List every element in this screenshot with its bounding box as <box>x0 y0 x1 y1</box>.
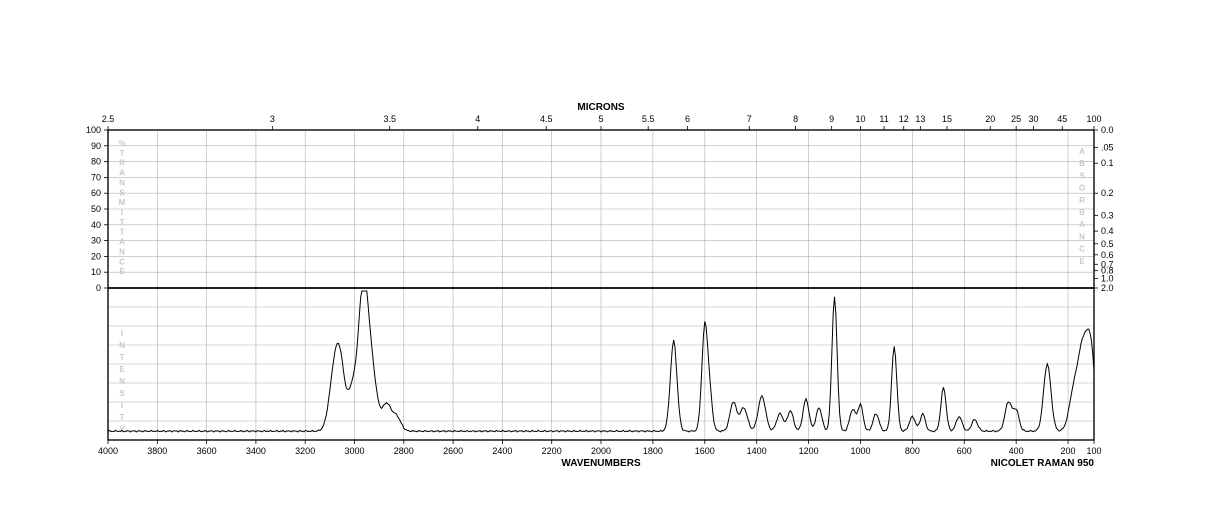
absorbance-tick-label: 0.3 <box>1101 210 1114 220</box>
absorbance-axis-label: C <box>1079 245 1085 254</box>
micron-tick-label: 11 <box>879 114 888 124</box>
intensity-axis-label: T <box>120 353 125 362</box>
micron-tick-label: 8 <box>793 114 798 124</box>
transmittance-tick-label: 10 <box>91 267 101 277</box>
wavenumber-tick-label: 200 <box>1061 446 1076 456</box>
micron-tick-label: 45 <box>1057 114 1067 124</box>
absorbance-axis-label: E <box>1079 257 1085 266</box>
micron-tick-label: 20 <box>985 114 995 124</box>
micron-tick-label: 30 <box>1028 114 1038 124</box>
wavenumber-tick-label: 2600 <box>443 446 463 456</box>
transmittance-axis-label: R <box>119 159 125 168</box>
transmittance-tick-label: 40 <box>91 220 101 230</box>
intensity-axis-label: E <box>119 365 125 374</box>
transmittance-axis-label: T <box>120 228 125 237</box>
wavenumber-tick-label: 2000 <box>591 446 611 456</box>
transmittance-axis-label: A <box>119 238 125 247</box>
absorbance-axis-label: B <box>1079 159 1085 168</box>
transmittance-tick-label: 100 <box>86 125 101 135</box>
micron-tick-label: 3.5 <box>383 114 396 124</box>
microns-title: MICRONS <box>577 102 625 113</box>
transmittance-axis-label: S <box>119 188 125 197</box>
micron-tick-label: 5.5 <box>642 114 655 124</box>
wavenumber-tick-label: 4000 <box>98 446 118 456</box>
micron-tick-label: 7 <box>747 114 752 124</box>
wavenumber-tick-label: 400 <box>1009 446 1024 456</box>
absorbance-tick-label: 2.0 <box>1101 283 1114 293</box>
wavenumbers-title: WAVENUMBERS <box>561 458 641 469</box>
instrument-label: NICOLET RAMAN 950 <box>991 458 1095 469</box>
transmittance-axis-label: C <box>119 257 125 266</box>
wavenumber-tick-label: 1200 <box>799 446 819 456</box>
absorbance-tick-label: 0.5 <box>1101 239 1114 249</box>
wavenumber-tick-label: 3200 <box>295 446 315 456</box>
intensity-axis-label: I <box>121 329 123 338</box>
absorbance-tick-label: 0.4 <box>1101 226 1114 236</box>
transmittance-tick-label: 0 <box>96 283 101 293</box>
absorbance-axis-label: R <box>1079 196 1085 205</box>
intensity-axis-label: T <box>120 413 125 422</box>
transmittance-axis-label: M <box>119 198 126 207</box>
micron-tick-label: 3 <box>270 114 275 124</box>
wavenumber-tick-label: 100 <box>1086 446 1101 456</box>
wavenumber-tick-label: 2200 <box>542 446 562 456</box>
transmittance-tick-label: 30 <box>91 236 101 246</box>
wavenumber-tick-label: 3000 <box>344 446 364 456</box>
transmittance-axis-label: I <box>121 208 123 217</box>
micron-tick-label: 13 <box>915 114 925 124</box>
transmittance-axis-label: T <box>120 149 125 158</box>
transmittance-axis-label: N <box>119 247 125 256</box>
intensity-axis-label: Y <box>119 425 125 434</box>
spectrum-chart: MICRONS2.533.544.555.5678910111213152025… <box>0 0 1224 528</box>
transmittance-axis-label: N <box>119 178 125 187</box>
transmittance-tick-label: 60 <box>91 188 101 198</box>
intensity-axis-label: N <box>119 377 125 386</box>
micron-tick-label: 9 <box>829 114 834 124</box>
transmittance-axis-label: % <box>118 139 125 148</box>
absorbance-tick-label: 0.2 <box>1101 188 1114 198</box>
wavenumber-tick-label: 3600 <box>197 446 217 456</box>
wavenumber-tick-label: 1000 <box>850 446 870 456</box>
wavenumber-tick-label: 2400 <box>492 446 512 456</box>
wavenumber-tick-label: 800 <box>905 446 920 456</box>
absorbance-axis-label: A <box>1079 220 1085 229</box>
transmittance-tick-label: 20 <box>91 251 101 261</box>
wavenumber-tick-label: 3400 <box>246 446 266 456</box>
wavenumber-tick-label: 1600 <box>695 446 715 456</box>
micron-tick-label: 25 <box>1011 114 1021 124</box>
transmittance-tick-label: 70 <box>91 172 101 182</box>
micron-tick-label: 4 <box>475 114 480 124</box>
intensity-axis-label: I <box>121 401 123 410</box>
wavenumber-tick-label: 2800 <box>394 446 414 456</box>
micron-tick-label: 12 <box>899 114 909 124</box>
wavenumber-tick-label: 3800 <box>147 446 167 456</box>
absorbance-axis-label: A <box>1079 147 1085 156</box>
absorbance-axis-label: B <box>1079 208 1085 217</box>
wavenumber-tick-label: 1400 <box>747 446 767 456</box>
absorbance-axis-label: S <box>1079 171 1085 180</box>
absorbance-tick-label: 0.1 <box>1101 158 1114 168</box>
wavenumber-tick-label: 600 <box>957 446 972 456</box>
intensity-axis-label: N <box>119 341 125 350</box>
absorbance-axis-label: N <box>1079 232 1085 241</box>
micron-tick-label: 4.5 <box>540 114 553 124</box>
micron-tick-label: 15 <box>942 114 952 124</box>
absorbance-axis-label: O <box>1079 184 1085 193</box>
absorbance-tick-label: 0.0 <box>1101 125 1114 135</box>
micron-tick-label: 10 <box>855 114 865 124</box>
micron-tick-label: 6 <box>685 114 690 124</box>
absorbance-tick-label: .05 <box>1101 142 1114 152</box>
spectrum-svg: MICRONS2.533.544.555.5678910111213152025… <box>0 0 1224 528</box>
transmittance-axis-label: T <box>120 218 125 227</box>
wavenumber-tick-label: 1800 <box>643 446 663 456</box>
micron-tick-label: 2.5 <box>102 114 115 124</box>
micron-tick-label: 100 <box>1086 114 1101 124</box>
transmittance-tick-label: 80 <box>91 157 101 167</box>
transmittance-tick-label: 50 <box>91 204 101 214</box>
transmittance-axis-label: E <box>119 267 125 276</box>
transmittance-axis-label: A <box>119 169 125 178</box>
transmittance-tick-label: 90 <box>91 141 101 151</box>
micron-tick-label: 5 <box>598 114 603 124</box>
intensity-axis-label: S <box>119 389 125 398</box>
